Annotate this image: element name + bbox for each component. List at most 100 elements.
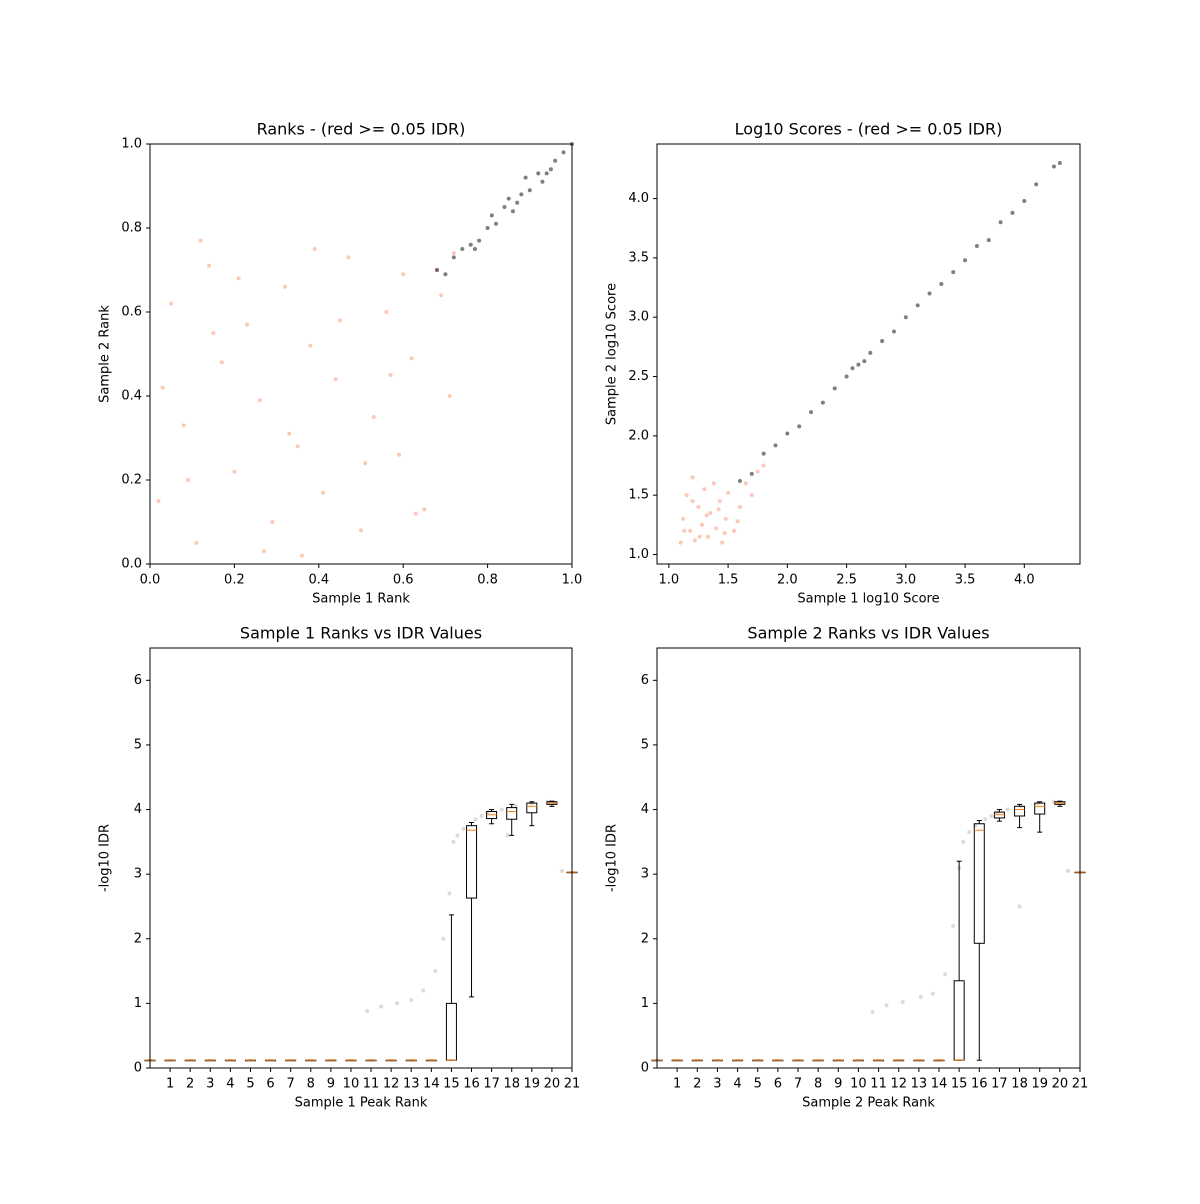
point: [439, 293, 444, 298]
x-tick-label: 16: [463, 1077, 480, 1092]
point: [943, 972, 948, 977]
y-axis-label: Sample 2 log10 Score: [605, 283, 620, 425]
point: [527, 188, 532, 193]
y-tick-label: 1.0: [628, 547, 649, 562]
point: [308, 343, 313, 348]
point: [371, 415, 376, 419]
x-tick-label: 3.5: [955, 573, 976, 588]
x-tick-label: 19: [524, 1077, 541, 1092]
chart-title: Log10 Scores - (red >= 0.05 IDR): [735, 120, 1003, 139]
point: [485, 226, 490, 230]
point: [720, 540, 725, 545]
point: [716, 507, 721, 512]
point: [460, 247, 465, 251]
point: [696, 505, 701, 510]
point: [472, 247, 477, 251]
point: [930, 991, 935, 996]
x-tick-label: 11: [363, 1077, 380, 1092]
x-tick-label: 1.0: [562, 573, 583, 588]
point: [870, 1009, 875, 1014]
point: [974, 244, 979, 249]
point: [690, 475, 695, 480]
point: [939, 282, 944, 286]
point: [711, 481, 716, 486]
point: [717, 499, 722, 504]
chart-title: Ranks - (red >= 0.05 IDR): [257, 120, 466, 139]
point: [1022, 198, 1027, 203]
point: [169, 301, 174, 306]
point: [714, 526, 719, 531]
x-tick-label: 0.6: [393, 573, 414, 588]
point: [732, 528, 737, 533]
point: [219, 360, 224, 365]
x-tick-label: 8: [814, 1077, 822, 1092]
point: [401, 272, 406, 277]
point: [479, 814, 484, 818]
point: [684, 493, 689, 498]
point: [998, 220, 1003, 225]
y-tick-label: 3: [641, 867, 649, 882]
x-tick-label: 17: [991, 1077, 1008, 1092]
x-tick-label: 9: [327, 1077, 335, 1092]
point: [447, 891, 452, 896]
point: [915, 303, 920, 308]
point: [918, 994, 923, 999]
point: [797, 424, 802, 429]
y-tick-label: 0.0: [121, 557, 142, 572]
point: [726, 490, 731, 495]
point: [1065, 868, 1070, 873]
y-tick-label: 3.5: [628, 250, 649, 265]
point: [862, 359, 867, 364]
point: [900, 1000, 905, 1005]
x-tick-label: 20: [544, 1077, 561, 1092]
point: [692, 538, 697, 543]
point: [773, 443, 778, 448]
y-tick-label: 2: [641, 931, 649, 946]
point: [708, 510, 713, 515]
point: [927, 291, 932, 296]
box: [1034, 802, 1046, 815]
x-tick-label: 18: [1011, 1077, 1028, 1092]
point: [473, 817, 478, 822]
x-tick-label: 3: [206, 1077, 214, 1092]
point: [363, 461, 368, 466]
point: [261, 549, 266, 554]
point: [548, 167, 553, 172]
point: [468, 242, 473, 247]
point: [856, 362, 861, 367]
point: [1051, 164, 1056, 169]
point: [743, 481, 748, 486]
x-tick-label: 4: [226, 1077, 234, 1092]
point: [346, 255, 351, 260]
point: [421, 988, 426, 993]
x-tick-label: 8: [307, 1077, 315, 1092]
y-tick-label: 1.5: [628, 488, 649, 503]
y-axis-label: -log10 IDR: [98, 824, 113, 892]
x-tick-label: 17: [483, 1077, 500, 1092]
y-tick-label: 0.2: [121, 473, 142, 488]
point: [688, 528, 693, 533]
x-axis-label: Sample 1 Peak Rank: [295, 1096, 428, 1111]
point: [963, 258, 968, 263]
point: [785, 431, 790, 436]
y-tick-label: 6: [641, 673, 649, 688]
point: [194, 541, 199, 545]
x-tick-label: 1.5: [718, 573, 739, 588]
point: [961, 839, 966, 844]
point: [989, 814, 994, 818]
point: [409, 998, 414, 1003]
point: [451, 251, 456, 256]
point: [536, 171, 541, 176]
x-tick-label: 9: [834, 1077, 842, 1092]
point: [384, 310, 389, 314]
y-tick-label: 2.5: [628, 369, 649, 384]
y-tick-label: 0.8: [121, 221, 142, 236]
box: [445, 1002, 457, 1061]
point: [502, 205, 507, 209]
point: [983, 817, 988, 822]
y-tick-label: 4.0: [628, 191, 649, 206]
x-axis-label: Sample 1 Rank: [312, 592, 410, 607]
x-tick-label: 7: [794, 1077, 802, 1092]
x-tick-label: 21: [564, 1077, 581, 1092]
point: [443, 272, 448, 277]
